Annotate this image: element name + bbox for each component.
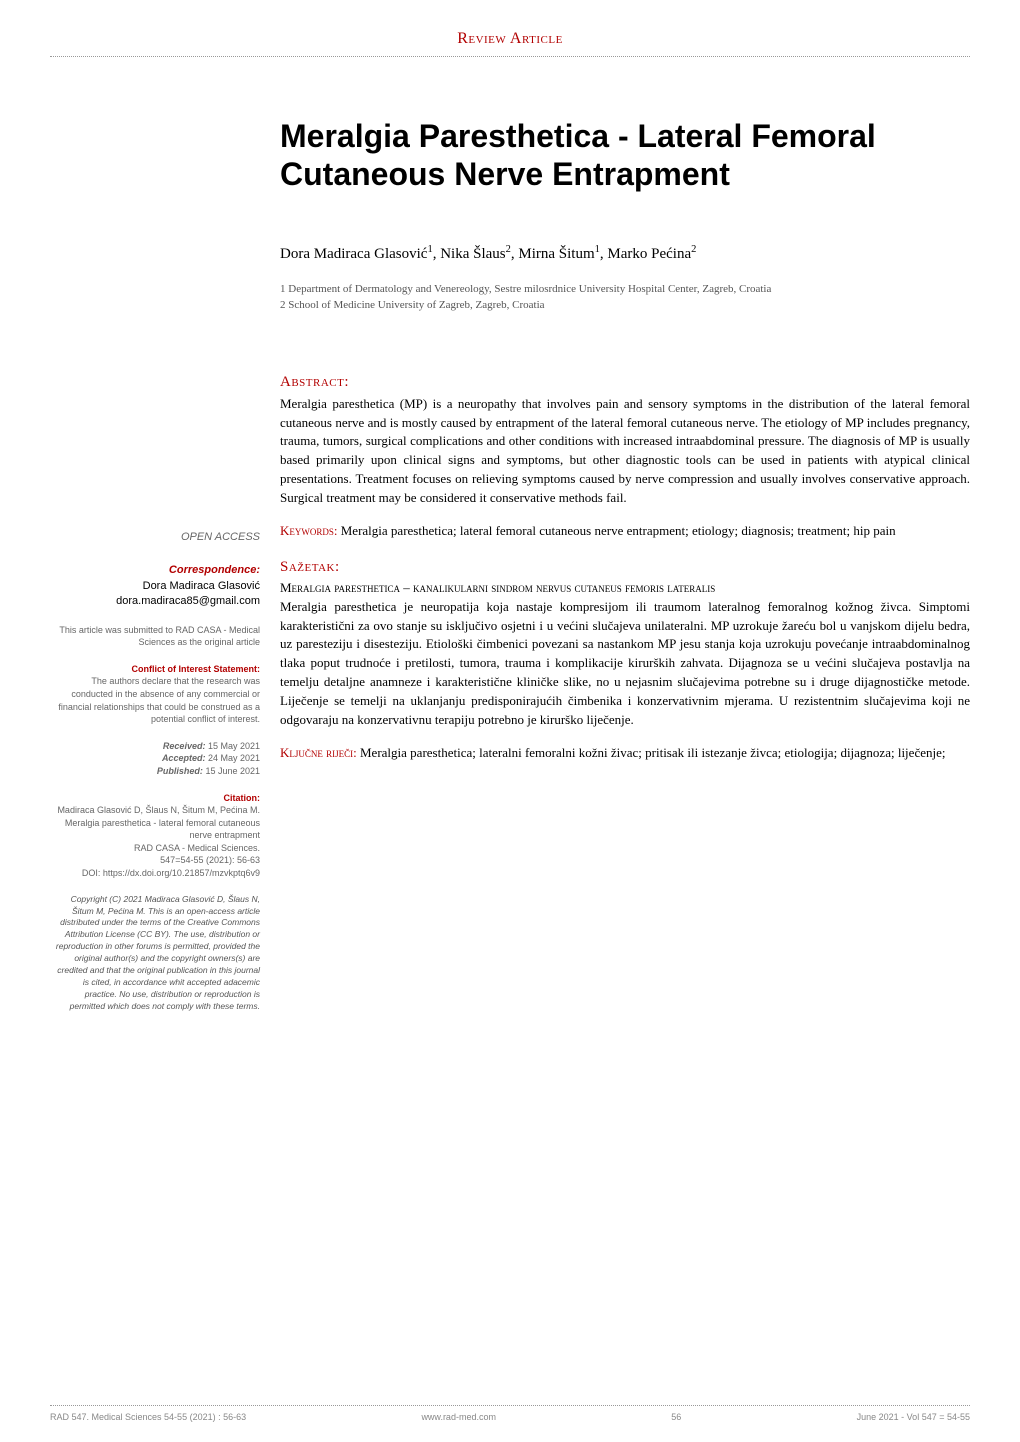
correspondence-label: Correspondence: <box>50 563 260 578</box>
author-list: Dora Madiraca Glasović1, Nika Šlaus2, Mi… <box>280 244 970 263</box>
accepted-label: Accepted: <box>162 753 206 763</box>
correspondence-email[interactable]: dora.madiraca85@gmail.com <box>50 594 260 609</box>
footer-page-number: 56 <box>671 1412 681 1422</box>
citation-label: Citation: <box>50 792 260 805</box>
published-label: Published: <box>157 766 203 776</box>
article-title: Meralgia Paresthetica - Lateral Femoral … <box>280 117 970 194</box>
abstract-heading: Abstract: <box>280 374 970 391</box>
published-date: 15 June 2021 <box>203 766 260 776</box>
submitted-note: This article was submitted to RAD CASA -… <box>50 624 260 649</box>
affiliations: 1 Department of Dermatology and Venereol… <box>280 281 970 314</box>
divider <box>50 56 970 57</box>
keywords-line: Keywords: Meralgia paresthetica; lateral… <box>280 522 970 541</box>
footer-left: RAD 547. Medical Sciences 54-55 (2021) :… <box>50 1412 246 1422</box>
citation-text: Madiraca Glasović D, Šlaus N, Šitum M, P… <box>50 804 260 842</box>
received-label: Received: <box>163 741 206 751</box>
conflict-label: Conflict of Interest Statement: <box>50 663 260 676</box>
page-footer: RAD 547. Medical Sciences 54-55 (2021) :… <box>50 1405 970 1422</box>
footer-right: June 2021 - Vol 547 = 54-55 <box>857 1412 970 1422</box>
kljucne-line: Ključne riječi: Meralgia paresthetica; l… <box>280 744 970 763</box>
accepted-date: 24 May 2021 <box>205 753 260 763</box>
keywords-label: Keywords: <box>280 523 338 538</box>
main-column: Meralgia Paresthetica - Lateral Femoral … <box>280 117 970 762</box>
section-label: Review Article <box>50 30 970 56</box>
copyright-text: Copyright (C) 2021 Madiraca Glasović D, … <box>50 894 260 1013</box>
citation-ref: 547=54-55 (2021): 56-63 <box>50 854 260 867</box>
correspondence-name: Dora Madiraca Glasović <box>50 579 260 594</box>
affiliation-1: 1 Department of Dermatology and Venereol… <box>280 281 970 298</box>
received-date: 15 May 2021 <box>205 741 260 751</box>
affiliation-2: 2 School of Medicine University of Zagre… <box>280 297 970 314</box>
conflict-block: Conflict of Interest Statement: The auth… <box>50 663 260 726</box>
open-access-label: OPEN ACCESS <box>50 530 260 545</box>
footer-divider <box>50 1405 970 1406</box>
sazetak-subtitle: Meralgia paresthetica – kanalikularni si… <box>280 580 970 596</box>
kljucne-label: Ključne riječi: <box>280 745 357 760</box>
citation-journal: RAD CASA - Medical Sciences. <box>50 842 260 855</box>
abstract-text: Meralgia paresthetica (MP) is a neuropat… <box>280 395 970 508</box>
conflict-text: The authors declare that the research wa… <box>50 675 260 725</box>
sazetak-heading: Sažetak: <box>280 559 970 576</box>
keywords-text: Meralgia paresthetica; lateral femoral c… <box>338 523 896 538</box>
dates-block: Received: 15 May 2021 Accepted: 24 May 2… <box>50 740 260 778</box>
footer-site[interactable]: www.rad-med.com <box>421 1412 496 1422</box>
kljucne-text: Meralgia paresthetica; lateralni femoral… <box>357 745 946 760</box>
citation-block: Citation: Madiraca Glasović D, Šlaus N, … <box>50 792 260 880</box>
correspondence-block: Correspondence: Dora Madiraca Glasović d… <box>50 563 260 609</box>
sidebar: OPEN ACCESS Correspondence: Dora Madirac… <box>50 530 260 1027</box>
sazetak-text: Meralgia paresthetica je neuropatija koj… <box>280 598 970 730</box>
citation-doi[interactable]: DOI: https://dx.doi.org/10.21857/mzvkptq… <box>50 867 260 880</box>
